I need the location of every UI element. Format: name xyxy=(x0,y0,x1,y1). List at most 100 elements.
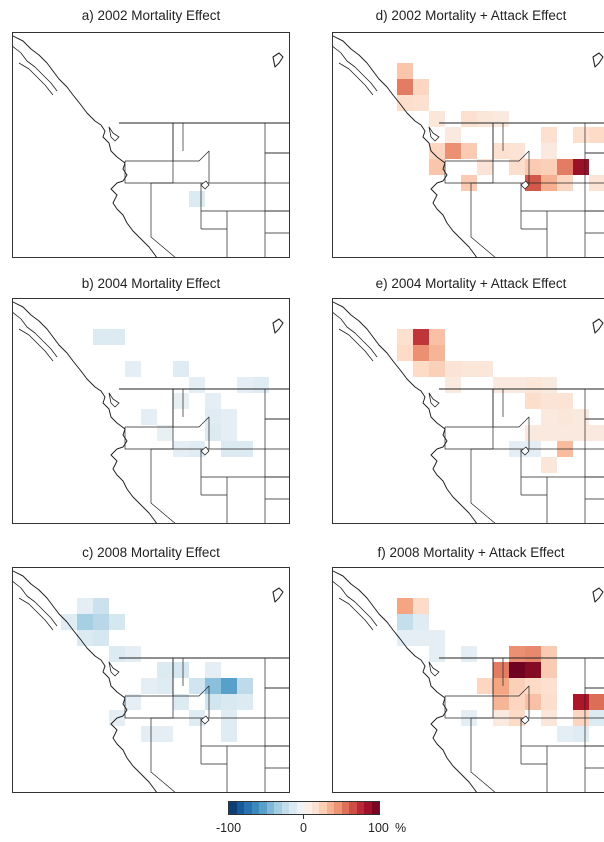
grid-cell xyxy=(445,127,461,143)
grid-cell xyxy=(429,361,445,377)
map-boundary-line xyxy=(264,183,289,212)
grid-cell xyxy=(173,694,189,710)
grid-cell xyxy=(397,329,413,345)
grid-cell xyxy=(477,678,493,694)
colorbar-unit-label: % xyxy=(395,821,407,835)
map-panel-e xyxy=(332,298,604,524)
grid-cell xyxy=(429,646,445,662)
grid-cell xyxy=(493,111,509,127)
map-boundary-line xyxy=(428,661,440,677)
panel-title-b: b) 2004 Mortality Effect xyxy=(81,276,221,291)
colorbar-swatch xyxy=(296,802,304,814)
grid-cell xyxy=(141,726,157,742)
map-boundary-line xyxy=(173,150,289,184)
colorbar-swatch xyxy=(341,802,349,814)
map-boundary-line xyxy=(428,392,440,408)
map-boundary-line xyxy=(272,587,284,603)
grid-cell xyxy=(541,678,557,694)
map-svg xyxy=(333,35,604,257)
colorbar-swatch xyxy=(349,802,357,814)
map-boundary-line xyxy=(592,52,604,68)
grid-cell xyxy=(541,159,557,175)
grid-cell xyxy=(221,678,237,694)
map-boundary-line xyxy=(338,62,374,96)
map-svg xyxy=(13,301,289,523)
colorbar-swatch xyxy=(236,802,244,814)
grid-cell xyxy=(573,694,589,710)
map-boundary-line xyxy=(108,126,120,142)
grid-cell xyxy=(541,127,557,143)
map-boundary-line xyxy=(124,161,173,184)
colorbar-swatch xyxy=(251,802,259,814)
map-boundary-line xyxy=(18,62,54,96)
grid-cell xyxy=(525,393,541,409)
grid-cell xyxy=(509,143,525,159)
grid-cell xyxy=(397,79,413,95)
grid-cell xyxy=(205,393,221,409)
grid-cell xyxy=(557,159,573,175)
grid-cell xyxy=(541,425,557,441)
colorbar-tick-zero xyxy=(303,815,304,819)
grid-cell xyxy=(221,726,237,742)
grid-cell xyxy=(125,694,141,710)
map-boundary-line xyxy=(13,581,58,627)
grid-cell xyxy=(573,726,589,742)
grid-cell xyxy=(237,694,253,710)
map-boundary-line xyxy=(150,449,176,523)
colorbar-swatch xyxy=(371,802,379,814)
grid-cell xyxy=(173,662,189,678)
grid-cell xyxy=(557,726,573,742)
map-boundary-line xyxy=(520,715,530,725)
colorbar-swatch xyxy=(274,802,282,814)
grid-cell xyxy=(493,377,509,393)
grid-cell xyxy=(413,361,429,377)
map-boundary-line xyxy=(264,449,289,478)
grid-cell xyxy=(397,345,413,361)
grid-cell xyxy=(477,159,493,175)
map-svg xyxy=(13,570,289,792)
map-boundary-line xyxy=(333,35,477,257)
map-boundary-line xyxy=(108,392,120,408)
grid-cell xyxy=(397,614,413,630)
map-boundary-line xyxy=(338,328,374,362)
map-boundary-line xyxy=(445,389,494,428)
grid-cell xyxy=(573,409,589,425)
map-boundary-line xyxy=(470,449,496,523)
grid-cell xyxy=(93,329,109,345)
map-panel-f xyxy=(332,567,604,793)
grid-cell xyxy=(205,409,221,425)
map-boundary-line xyxy=(444,427,493,450)
map-boundary-line xyxy=(272,52,284,68)
grid-cell xyxy=(109,614,125,630)
colorbar-swatch xyxy=(304,802,312,814)
grid-cell xyxy=(61,614,77,630)
grid-cell xyxy=(541,646,557,662)
panel-title-d: d) 2002 Mortality + Attack Effect xyxy=(375,8,567,23)
map-boundary-line xyxy=(333,312,378,358)
grid-cell xyxy=(189,377,205,393)
grid-cell xyxy=(189,678,205,694)
grid-cell xyxy=(573,425,589,441)
grid-cell xyxy=(525,159,541,175)
panel-title-a: a) 2002 Mortality Effect xyxy=(81,8,221,23)
grid-cell xyxy=(173,361,189,377)
grid-cell xyxy=(557,409,573,425)
grid-cell xyxy=(541,694,557,710)
grid-cell xyxy=(477,111,493,127)
colorbar-swatch xyxy=(259,802,267,814)
grid-cell xyxy=(541,377,557,393)
grid-cell xyxy=(493,662,509,678)
grid-cell xyxy=(477,361,493,377)
colorbar-min-label: -100 xyxy=(216,821,242,835)
map-boundary-line xyxy=(333,46,378,92)
grid-cell xyxy=(573,127,589,143)
map-boundary-line xyxy=(333,301,477,523)
grid-cell xyxy=(445,377,461,393)
grid-cell xyxy=(525,694,541,710)
grid-cell xyxy=(429,111,445,127)
grid-cell xyxy=(589,425,604,441)
colorbar-swatch xyxy=(364,802,372,814)
map-boundary-line xyxy=(584,449,604,478)
grid-cell xyxy=(429,159,445,175)
grid-cell xyxy=(413,345,429,361)
